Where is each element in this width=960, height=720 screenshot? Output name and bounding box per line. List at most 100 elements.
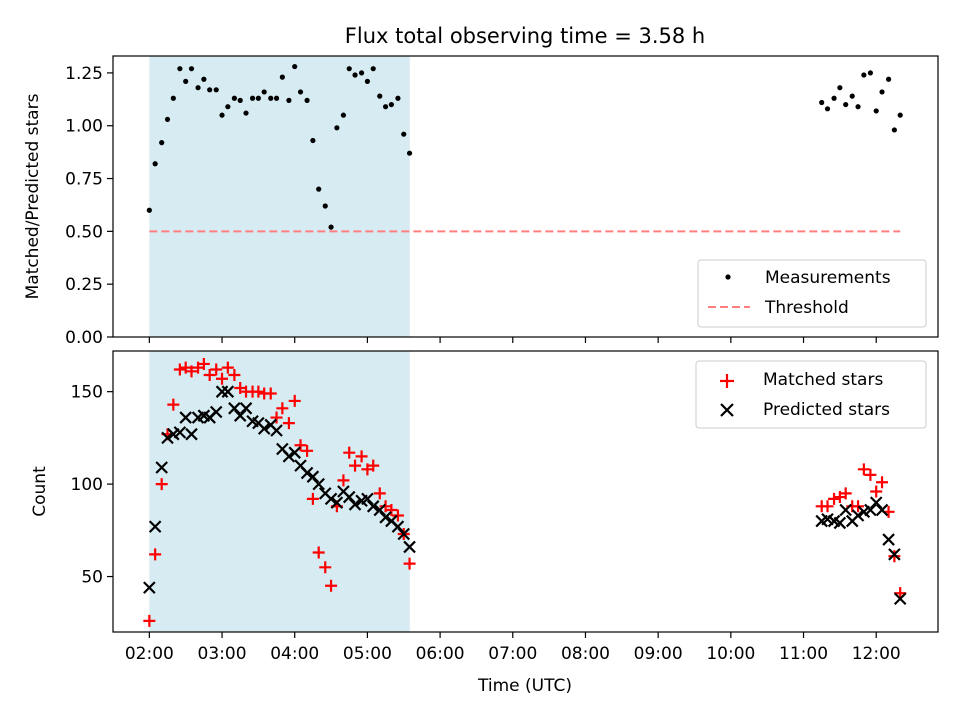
measurement-point — [183, 78, 189, 84]
measurement-point — [310, 137, 316, 144]
matched-star-point — [173, 363, 186, 376]
predicted-star-point — [300, 466, 314, 480]
measurement-point — [219, 112, 225, 118]
predicted-star-point — [239, 402, 253, 415]
measurement-point — [364, 78, 371, 84]
x-tick-label: 02:00 — [125, 644, 174, 664]
count-y-ticks: 50 100 150 — [71, 383, 113, 588]
measurement-point — [855, 104, 861, 110]
measurement-point — [304, 97, 310, 103]
measurement-point — [819, 99, 825, 106]
measurement-point — [824, 106, 831, 112]
measurement-point — [177, 66, 183, 72]
matched-star-point — [301, 444, 314, 457]
legend-predicted-label: Predicted stars — [763, 400, 890, 420]
predicted-star-point — [143, 581, 156, 594]
x-tick-label: 12:00 — [852, 644, 901, 664]
observing-window-shade-lower — [149, 351, 410, 632]
measurement-point — [170, 95, 176, 101]
measurement-point — [395, 95, 401, 101]
predicted-star-point — [342, 490, 356, 504]
predicted-star-point — [833, 516, 847, 530]
measurement-point — [897, 112, 903, 118]
matched-star-point — [294, 439, 307, 452]
predicted-star-point — [185, 427, 198, 441]
measurement-point — [268, 95, 274, 101]
matched-star-point — [349, 459, 362, 472]
legend-measurements-marker — [725, 274, 731, 280]
x-axis-label: Time (UTC) — [477, 676, 572, 696]
measurement-point — [297, 89, 304, 95]
predicted-star-point — [306, 470, 320, 483]
matched-star-point — [228, 369, 241, 382]
matched-star-point — [864, 468, 877, 481]
x-tick-label: 07:00 — [488, 644, 537, 664]
x-tick-label: 05:00 — [343, 644, 392, 664]
measurement-point — [346, 66, 352, 72]
ratio-legend-box — [697, 259, 927, 328]
predicted-star-point — [348, 498, 362, 511]
predicted-stars-points — [143, 385, 907, 606]
matched-star-point — [288, 394, 301, 407]
matched-star-point — [210, 363, 223, 376]
x-tick-label: 08:00 — [561, 644, 610, 664]
measurement-point — [188, 66, 195, 72]
measurement-point — [152, 161, 158, 167]
predicted-star-point — [312, 477, 325, 491]
matched-star-point — [264, 387, 277, 400]
measurement-point — [243, 110, 249, 116]
matched-star-point — [197, 357, 210, 370]
observing-window-shade — [149, 56, 410, 337]
matched-star-point — [385, 503, 398, 516]
predicted-star-point — [893, 592, 907, 606]
ratio-legend: Measurements Threshold — [697, 259, 927, 328]
measurement-point — [146, 207, 152, 213]
y-tick-label: 150 — [71, 383, 103, 403]
predicted-star-point — [882, 533, 895, 546]
matched-star-point — [270, 411, 283, 424]
measurement-point — [255, 95, 261, 101]
measurement-point — [358, 70, 365, 76]
measurement-point — [377, 93, 383, 99]
x-tick-label: 06:00 — [416, 644, 465, 664]
matched-star-point — [221, 361, 234, 374]
predicted-star-point — [179, 411, 192, 424]
matched-star-point — [857, 463, 870, 476]
x-tick-label: 03:00 — [198, 644, 247, 664]
matched-star-point — [185, 365, 198, 378]
matched-star-point — [852, 500, 865, 513]
predicted-star-point — [379, 511, 392, 524]
measurement-point — [370, 66, 376, 72]
measurement-point — [261, 89, 267, 95]
legend-matched-label: Matched stars — [763, 370, 883, 390]
matched-star-point — [391, 509, 404, 522]
matched-star-point — [143, 614, 156, 627]
measurement-point — [328, 224, 334, 230]
predicted-star-point — [875, 503, 889, 517]
measurement-point — [382, 104, 389, 110]
predicted-star-point — [361, 492, 374, 506]
predicted-star-point — [209, 405, 223, 419]
legend-matched-marker — [720, 374, 734, 388]
matched-star-point — [828, 492, 841, 505]
matched-star-point — [876, 476, 889, 489]
matched-star-point — [373, 487, 386, 500]
matched-star-point — [367, 459, 380, 472]
matched-star-point — [821, 500, 834, 513]
legend-measurements-label: Measurements — [765, 268, 891, 288]
ratio-plot-frame — [112, 55, 939, 338]
measurement-point — [322, 203, 328, 209]
measurement-points — [146, 63, 903, 230]
matched-star-point — [888, 550, 901, 563]
measurement-point — [207, 87, 213, 93]
y-tick-label: 100 — [71, 475, 103, 495]
measurement-point — [885, 76, 892, 82]
predicted-star-point — [397, 527, 411, 541]
measurement-point — [837, 85, 843, 91]
matched-star-point — [355, 450, 368, 463]
y-tick-label: 0.75 — [65, 170, 103, 190]
matched-stars-points — [143, 357, 907, 627]
count-legend-box — [695, 360, 927, 429]
measurement-point — [401, 131, 407, 137]
